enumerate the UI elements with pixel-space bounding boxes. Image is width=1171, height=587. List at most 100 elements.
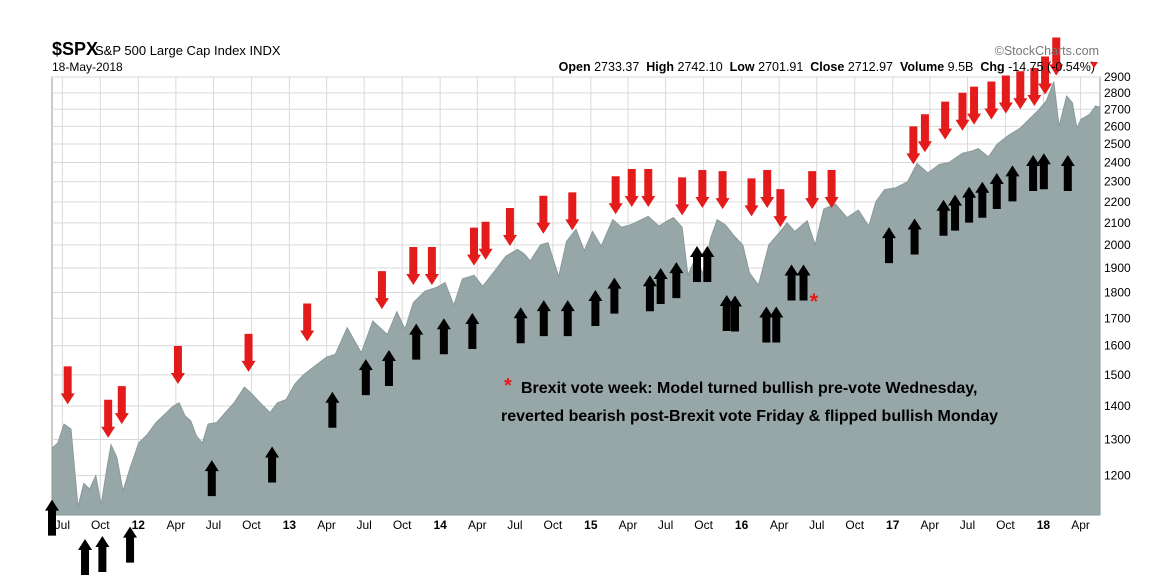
bearish-arrow-icon xyxy=(1049,37,1064,76)
bullish-arrow-icon xyxy=(381,349,396,386)
y-tick-label: 2500 xyxy=(1104,137,1131,151)
bullish-arrow-icon xyxy=(45,499,59,536)
bearish-arrow-icon xyxy=(967,86,982,125)
y-tick-label: 1300 xyxy=(1104,433,1131,447)
bearish-arrow-icon xyxy=(917,114,932,153)
bullish-arrow-icon xyxy=(1005,165,1020,202)
bearish-arrow-icon xyxy=(675,177,690,216)
bullish-arrow-icon xyxy=(536,300,551,337)
bullish-arrow-icon xyxy=(796,264,811,301)
x-tick-label: Oct xyxy=(544,518,563,532)
bearish-arrow-icon xyxy=(641,168,656,207)
chg-down-icon xyxy=(1090,62,1098,68)
bearish-arrow-icon xyxy=(406,247,421,286)
price-area xyxy=(51,81,1101,516)
x-tick-label: Jul xyxy=(658,518,673,532)
header-index-name: S&P 500 Large Cap Index INDX xyxy=(95,43,281,58)
bullish-arrow-icon xyxy=(689,246,704,283)
y-tick-label: 2900 xyxy=(1104,70,1131,84)
chg-value: -14.75 (-0.54%) xyxy=(1008,60,1095,74)
bearish-arrow-icon xyxy=(300,303,315,342)
x-tick-label: Apr xyxy=(770,518,789,532)
bearish-arrow-icon xyxy=(824,170,839,209)
bearish-arrow-icon xyxy=(938,101,953,140)
y-tick-label: 1500 xyxy=(1104,368,1131,382)
bullish-arrow-icon xyxy=(465,313,480,350)
y-tick-label: 2400 xyxy=(1104,156,1131,170)
x-tick-label: 16 xyxy=(735,518,749,532)
x-tick-label: Apr xyxy=(317,518,336,532)
chg-label: Chg xyxy=(980,60,1005,74)
bullish-arrow-icon xyxy=(975,181,990,218)
x-tick-label: Oct xyxy=(393,518,412,532)
x-tick-label: 12 xyxy=(132,518,146,532)
y-tick-label: 1400 xyxy=(1104,399,1131,413)
y-tick-label: 2600 xyxy=(1104,119,1131,133)
bullish-arrow-icon xyxy=(358,359,373,396)
bearish-arrow-icon xyxy=(984,81,999,120)
index-name: S&P 500 Large Cap Index xyxy=(95,43,246,58)
bullish-arrow-icon xyxy=(560,300,575,337)
x-tick-label: Oct xyxy=(694,518,713,532)
y-tick-label: 1900 xyxy=(1104,261,1131,275)
bullish-arrow-icon xyxy=(123,526,138,563)
bearish-arrow-icon xyxy=(773,189,788,228)
bullish-arrow-icon xyxy=(1026,155,1041,192)
x-tick-label: Jul xyxy=(960,518,975,532)
signal-arrows xyxy=(45,37,1075,576)
y-tick-label: 1200 xyxy=(1104,469,1131,483)
x-tick-label: Jul xyxy=(55,518,70,532)
bullish-arrow-icon xyxy=(936,199,951,236)
bearish-arrow-icon xyxy=(906,126,921,165)
brexit-star-marker: * xyxy=(810,289,819,314)
bearish-arrow-icon xyxy=(536,195,551,234)
bearish-arrow-icon xyxy=(374,271,389,310)
watermark: ©StockCharts.com xyxy=(994,44,1099,58)
bearish-arrow-icon xyxy=(760,170,775,209)
low-label: Low xyxy=(729,60,755,74)
ohlc-readout: Open 2733.37 High 2742.10 Low 2701.91 Cl… xyxy=(559,60,1095,74)
x-tick-label: Jul xyxy=(206,518,221,532)
bearish-arrow-icon xyxy=(998,75,1013,114)
bullish-arrow-icon xyxy=(78,539,93,576)
bullish-arrow-icon xyxy=(653,268,668,305)
high-label: High xyxy=(646,60,675,74)
bearish-arrow-icon xyxy=(1013,71,1028,110)
open-value: 2733.37 xyxy=(594,60,640,74)
bullish-arrow-icon xyxy=(95,536,110,573)
close-value: 2712.97 xyxy=(847,60,893,74)
x-tick-label: 15 xyxy=(584,518,598,532)
x-tick-label: Oct xyxy=(845,518,864,532)
header-symbol: $SPX xyxy=(52,39,99,59)
bullish-arrow-icon xyxy=(669,262,684,299)
y-tick-label: 2300 xyxy=(1104,175,1131,189)
bullish-arrow-icon xyxy=(769,306,784,343)
annotation-line-2: reverted bearish post-Brexit vote Friday… xyxy=(501,408,998,425)
bearish-arrow-icon xyxy=(1027,67,1042,106)
bullish-arrow-icon xyxy=(436,318,451,355)
bearish-arrow-icon xyxy=(695,170,710,209)
bullish-arrow-icon xyxy=(700,246,715,283)
bearish-arrow-icon xyxy=(101,399,116,438)
bullish-arrow-icon xyxy=(784,264,799,301)
bullish-arrow-icon xyxy=(588,289,603,326)
x-tick-label: Oct xyxy=(91,518,110,532)
bearish-arrow-icon xyxy=(241,333,256,372)
x-tick-label: 17 xyxy=(886,518,900,532)
header-date: 18-May-2018 xyxy=(52,60,123,74)
bearish-arrow-icon xyxy=(478,221,493,260)
bullish-arrow-icon xyxy=(907,218,922,255)
x-tick-label: 14 xyxy=(433,518,447,532)
y-tick-label: 2700 xyxy=(1104,102,1131,116)
annotation-line-1: Brexit vote week: Model turned bullish p… xyxy=(521,380,977,397)
bullish-arrow-icon xyxy=(204,460,219,497)
x-tick-label: Oct xyxy=(242,518,261,532)
bullish-arrow-icon xyxy=(948,194,963,231)
bullish-arrow-icon xyxy=(325,391,340,428)
bearish-arrow-icon xyxy=(170,345,185,384)
bullish-arrow-icon xyxy=(881,227,896,264)
low-value: 2701.91 xyxy=(758,60,804,74)
y-tick-label: 2100 xyxy=(1104,216,1131,230)
x-axis: Jul Oct 12 Apr Jul Oct 13 Apr Jul Oct 14 Apr Jul Oct 1… xyxy=(55,518,1090,532)
